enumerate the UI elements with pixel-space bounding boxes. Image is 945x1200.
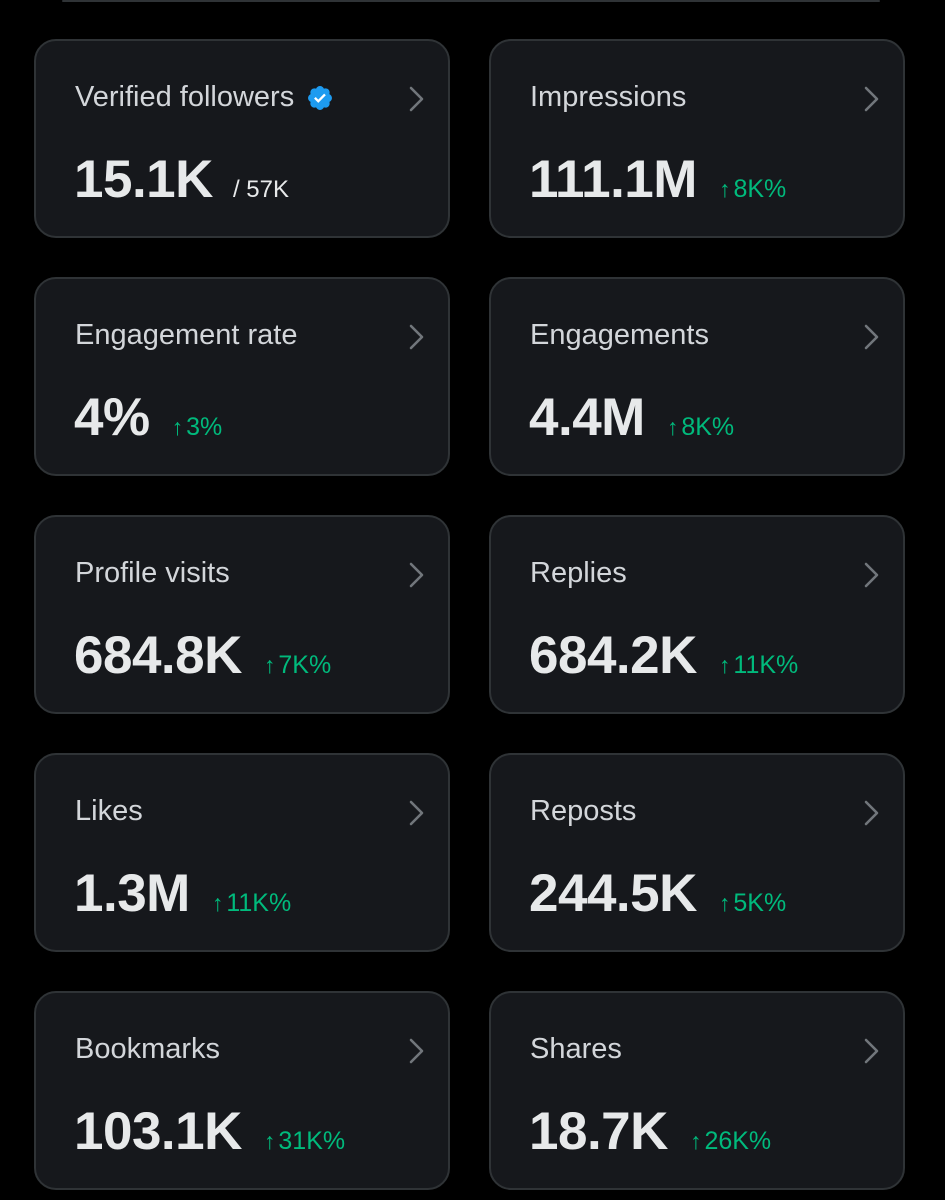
chevron-right-icon — [409, 86, 424, 112]
metric-delta: ↑ 8K% — [667, 413, 734, 442]
arrow-up-icon: ↑ — [171, 414, 184, 440]
arrow-up-icon: ↑ — [718, 890, 731, 916]
card-title: Engagement rate — [75, 319, 297, 352]
arrow-up-icon: ↑ — [211, 890, 224, 916]
metric-delta-value: 3% — [186, 413, 223, 441]
metric-delta: ↑ 5K% — [719, 889, 786, 918]
metric-value: 1.3M — [74, 864, 190, 923]
metric-delta-value: 11K% — [226, 889, 292, 917]
metric-value: 111.1M — [529, 150, 697, 209]
metric-value-row: 103.1K ↑ 31K% — [74, 1101, 345, 1162]
metric-total: / 57K — [232, 176, 289, 203]
card-title-label: Impressions — [530, 81, 687, 113]
metric-value-row: 1.3M ↑ 11K% — [74, 863, 291, 924]
card-title-label: Reposts — [530, 795, 637, 827]
metric-value-row: 684.2K ↑ 11K% — [529, 625, 798, 686]
chevron-right-icon — [864, 1038, 879, 1064]
metric-value: 244.5K — [529, 864, 697, 923]
card-title-label: Verified followers — [75, 81, 295, 113]
chevron-right-icon — [864, 324, 879, 350]
metric-value: 684.8K — [74, 626, 242, 685]
metric-card-engagement-rate[interactable]: Engagement rate 4% ↑ 3% — [34, 277, 450, 476]
metric-value: 18.7K — [529, 1102, 668, 1161]
top-divider — [62, 0, 880, 2]
card-title: Reposts — [530, 795, 636, 828]
card-title-label: Shares — [530, 1033, 622, 1065]
metric-value: 4% — [74, 388, 150, 447]
metric-value: 4.4M — [529, 388, 645, 447]
arrow-up-icon: ↑ — [263, 1128, 276, 1154]
metric-value-row: 15.1K / 57K — [74, 149, 289, 210]
metric-card-reposts[interactable]: Reposts 244.5K ↑ 5K% — [489, 753, 905, 952]
card-title-label: Engagements — [530, 319, 709, 351]
metric-delta: ↑ 31K% — [264, 1127, 345, 1156]
card-title-label: Replies — [530, 557, 627, 589]
metric-card-replies[interactable]: Replies 684.2K ↑ 11K% — [489, 515, 905, 714]
chevron-right-icon — [409, 1038, 424, 1064]
metric-value: 15.1K — [74, 150, 213, 209]
arrow-up-icon: ↑ — [263, 652, 276, 678]
card-title: Likes — [75, 795, 143, 828]
metric-card-shares[interactable]: Shares 18.7K ↑ 26K% — [489, 991, 905, 1190]
card-title-label: Engagement rate — [75, 319, 298, 351]
card-title: Replies — [530, 557, 627, 590]
metric-value-row: 4% ↑ 3% — [74, 387, 222, 448]
metric-value-row: 4.4M ↑ 8K% — [529, 387, 734, 448]
metric-value-row: 111.1M ↑ 8K% — [529, 149, 786, 210]
chevron-right-icon — [409, 324, 424, 350]
metric-value: 103.1K — [74, 1102, 242, 1161]
metric-delta-value: 7K% — [278, 651, 332, 679]
metric-delta-value: 31K% — [278, 1127, 346, 1155]
metric-delta-value: 8K% — [733, 175, 787, 203]
arrow-up-icon: ↑ — [718, 652, 731, 678]
card-title-label: Bookmarks — [75, 1033, 221, 1065]
metric-delta: ↑ 11K% — [719, 651, 798, 680]
metric-delta: ↑ 7K% — [264, 651, 331, 680]
metric-delta: ↑ 26K% — [690, 1127, 771, 1156]
card-title: Engagements — [530, 319, 709, 352]
card-title: Profile visits — [75, 557, 230, 590]
metric-card-bookmarks[interactable]: Bookmarks 103.1K ↑ 31K% — [34, 991, 450, 1190]
chevron-right-icon — [409, 562, 424, 588]
metric-value-row: 18.7K ↑ 26K% — [529, 1101, 771, 1162]
metric-value: 684.2K — [529, 626, 697, 685]
metric-delta-value: 11K% — [733, 651, 799, 679]
card-title-label: Profile visits — [75, 557, 230, 589]
chevron-right-icon — [864, 562, 879, 588]
metric-value-row: 244.5K ↑ 5K% — [529, 863, 786, 924]
arrow-up-icon: ↑ — [666, 414, 679, 440]
card-title: Shares — [530, 1033, 622, 1066]
card-title: Impressions — [530, 81, 686, 114]
metric-card-likes[interactable]: Likes 1.3M ↑ 11K% — [34, 753, 450, 952]
card-title-label: Likes — [75, 795, 143, 827]
metric-delta-value: 5K% — [733, 889, 787, 917]
metric-card-profile-visits[interactable]: Profile visits 684.8K ↑ 7K% — [34, 515, 450, 714]
metric-card-engagements[interactable]: Engagements 4.4M ↑ 8K% — [489, 277, 905, 476]
metric-card-impressions[interactable]: Impressions 111.1M ↑ 8K% — [489, 39, 905, 238]
metric-card-verified-followers[interactable]: Verified followers 15.1K / 57K — [34, 39, 450, 238]
arrow-up-icon: ↑ — [689, 1128, 702, 1154]
metric-delta: ↑ 11K% — [212, 889, 291, 918]
metric-value-row: 684.8K ↑ 7K% — [74, 625, 331, 686]
chevron-right-icon — [864, 86, 879, 112]
chevron-right-icon — [409, 800, 424, 826]
chevron-right-icon — [864, 800, 879, 826]
metrics-grid: Verified followers 15.1K / 57K Impressio… — [34, 39, 905, 1190]
metric-delta: ↑ 8K% — [719, 175, 786, 204]
arrow-up-icon: ↑ — [718, 176, 731, 202]
card-title: Bookmarks — [75, 1033, 220, 1066]
metric-delta-value: 26K% — [704, 1127, 772, 1155]
metric-delta-value: 8K% — [681, 413, 735, 441]
verified-badge-icon — [308, 85, 333, 110]
card-title: Verified followers — [75, 81, 334, 114]
metric-delta: ↑ 3% — [172, 413, 223, 442]
